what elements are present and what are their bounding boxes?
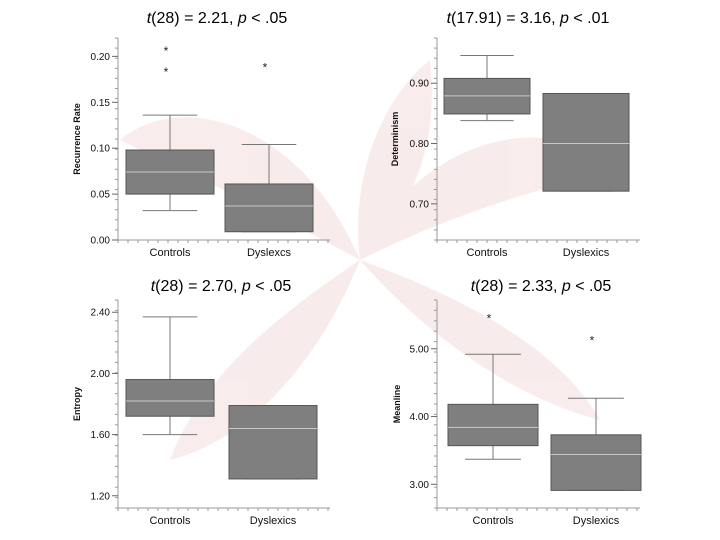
panel-title-determinism: t(17.91) = 3.16, p < .01 bbox=[378, 10, 678, 28]
y-tick-label: 1.20 bbox=[91, 491, 111, 502]
panel-title-recurrence: t(28) = 2.21, p < .05 bbox=[67, 10, 367, 28]
boxplot-meanline: 3.00 4.00 5.00 Meanline * Controls * Dyslexics bbox=[392, 299, 642, 527]
y-axis-title: Determinism bbox=[390, 112, 400, 167]
boxplot-determinism: 0.70 0.80 0.90 Determinism Controls Dyslexics bbox=[390, 37, 640, 259]
box-group-1 bbox=[228, 405, 318, 480]
title-t-symbol: t bbox=[150, 278, 156, 295]
title-p-symbol: p bbox=[561, 278, 571, 295]
title-t-symbol: t bbox=[470, 278, 476, 295]
x-category-label: Controls bbox=[150, 515, 191, 527]
title-p-text: < .01 bbox=[568, 10, 610, 27]
outlier-marker: * bbox=[164, 65, 169, 79]
box-group-0: * bbox=[447, 311, 539, 460]
box-group-0 bbox=[125, 316, 215, 436]
iqr-box bbox=[224, 183, 314, 233]
title-stat-text: (28) = 2.33, bbox=[475, 278, 562, 295]
y-tick-label: 4.00 bbox=[410, 412, 430, 423]
y-axis-title: Meanline bbox=[392, 385, 402, 424]
title-p-text: < .05 bbox=[570, 278, 612, 295]
y-tick-label: 1.60 bbox=[91, 430, 111, 441]
outlier-marker: * bbox=[487, 311, 492, 325]
y-tick-label: 5.00 bbox=[410, 344, 430, 355]
y-tick-label: 0.05 bbox=[91, 190, 111, 201]
y-tick-label: 0.20 bbox=[91, 52, 111, 63]
title-p-text: < .05 bbox=[250, 278, 292, 295]
box-group-0: ** bbox=[125, 44, 215, 212]
outlier-marker: * bbox=[590, 334, 595, 348]
y-tick-label: 3.00 bbox=[410, 480, 430, 491]
y-tick-label: 0.80 bbox=[410, 139, 430, 150]
y-tick-label: 2.40 bbox=[91, 308, 111, 319]
y-axis-title: Recurrence Rate bbox=[72, 103, 82, 175]
title-t-symbol: t bbox=[446, 10, 452, 27]
iqr-box bbox=[228, 405, 318, 480]
y-tick-label: 0.90 bbox=[410, 79, 430, 90]
x-category-label: Dyslexics bbox=[250, 515, 297, 527]
iqr-box bbox=[447, 403, 539, 447]
iqr-box bbox=[550, 434, 642, 491]
panel-title-entropy: t(28) = 2.70, p < .05 bbox=[71, 278, 371, 296]
y-tick-label: 0.10 bbox=[91, 144, 111, 155]
x-category-label: Dyslexics bbox=[573, 515, 620, 527]
box-group-0 bbox=[443, 54, 531, 122]
box-group-1: * bbox=[224, 61, 314, 233]
x-category-label: Dyslexics bbox=[563, 247, 610, 259]
title-stat-text: (17.91) = 3.16, bbox=[451, 10, 561, 27]
iqr-box bbox=[542, 92, 630, 192]
title-p-text: < .05 bbox=[246, 10, 288, 27]
title-p-symbol: p bbox=[560, 10, 569, 27]
y-tick-label: 2.00 bbox=[91, 369, 111, 380]
x-category-label: Dyslexcs bbox=[247, 247, 292, 259]
x-category-label: Controls bbox=[150, 247, 191, 259]
title-p-symbol: p bbox=[241, 278, 251, 295]
title-stat-text: (28) = 2.21, bbox=[151, 10, 238, 27]
boxplot-entropy: 1.20 1.60 2.00 2.40 Entropy Controls Dyslexics bbox=[72, 299, 330, 527]
box-group-1 bbox=[542, 92, 630, 192]
panel-title-meanline: t(28) = 2.33, p < .05 bbox=[391, 278, 691, 296]
y-tick-label: 0.15 bbox=[91, 98, 111, 109]
title-stat-text: (28) = 2.70, bbox=[155, 278, 242, 295]
x-category-label: Controls bbox=[473, 515, 514, 527]
y-tick-label: 0.70 bbox=[410, 199, 430, 210]
y-tick-label: 0.00 bbox=[91, 236, 111, 247]
title-p-symbol: p bbox=[237, 10, 247, 27]
title-t-symbol: t bbox=[146, 10, 152, 27]
outlier-marker: * bbox=[263, 61, 268, 75]
iqr-box bbox=[125, 379, 215, 417]
outlier-marker: * bbox=[164, 44, 169, 58]
y-axis-title: Entropy bbox=[72, 387, 82, 421]
x-category-label: Controls bbox=[467, 247, 508, 259]
box-group-1: * bbox=[550, 334, 642, 491]
